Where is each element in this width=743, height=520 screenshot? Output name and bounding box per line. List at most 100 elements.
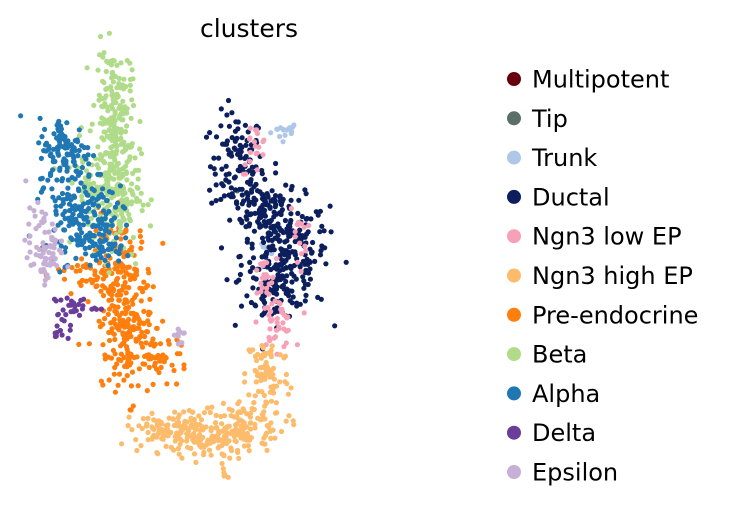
scatter-point (303, 248, 309, 254)
scatter-point (149, 410, 155, 416)
scatter-point (193, 421, 199, 427)
scatter-point (191, 439, 197, 445)
scatter-point (99, 115, 105, 121)
scatter-point (104, 133, 110, 139)
scatter-point (145, 318, 151, 324)
scatter-point (221, 141, 228, 147)
scatter-point (41, 185, 47, 191)
scatter-point (116, 75, 122, 81)
scatter-point (103, 223, 109, 229)
scatter-point (83, 168, 89, 174)
scatter-point (23, 178, 29, 184)
legend-marker (507, 150, 521, 165)
scatter-point (103, 68, 109, 75)
scatter-point (97, 52, 103, 58)
scatter-point (66, 151, 73, 157)
scatter-point (102, 316, 108, 322)
scatter-point (317, 252, 324, 258)
scatter-point (222, 425, 228, 431)
scatter-point (101, 129, 107, 135)
scatter-point (100, 200, 106, 206)
scatter-point (102, 257, 108, 263)
scatter-point (247, 125, 253, 131)
scatter-point (97, 171, 104, 177)
scatter-point (260, 345, 266, 351)
scatter-point (154, 422, 160, 428)
scatter-point (242, 379, 248, 385)
scatter-point (51, 158, 57, 164)
scatter-point (221, 473, 227, 479)
scatter-point (62, 227, 68, 233)
scatter-point (89, 121, 95, 127)
scatter-point (127, 88, 133, 94)
scatter-point (261, 211, 267, 217)
scatter-point (114, 85, 120, 91)
scatter-point (59, 316, 65, 323)
scatter-point (193, 459, 199, 465)
scatter-point (295, 210, 301, 216)
scatter-point (96, 231, 102, 237)
scatter-point (200, 452, 207, 458)
scatter-point (58, 297, 64, 303)
scatter-point (65, 335, 71, 341)
scatter-point (143, 423, 150, 429)
scatter-point (42, 282, 48, 288)
scatter-point (268, 435, 274, 441)
scatter-point (108, 175, 114, 181)
scatter-point (65, 177, 71, 183)
scatter-point (288, 211, 294, 217)
scatter-point (104, 85, 110, 92)
scatter-point (208, 425, 214, 431)
scatter-point (125, 423, 131, 429)
scatter-point (286, 244, 293, 250)
scatter-point (268, 308, 274, 315)
scatter-point (237, 216, 243, 222)
scatter-point (177, 436, 183, 442)
scatter-point (305, 281, 311, 288)
scatter-point (218, 123, 224, 129)
scatter-point (319, 223, 325, 229)
scatter-point (280, 248, 286, 254)
scatter-point (273, 400, 279, 406)
scatter-point (223, 163, 229, 169)
scatter-point (247, 149, 253, 155)
scatter-point (50, 167, 56, 173)
scatter-point (54, 144, 61, 150)
scatter-point (65, 185, 71, 191)
scatter-point (227, 455, 233, 461)
scatter-point (60, 307, 66, 313)
scatter-point (64, 295, 70, 301)
scatter-point (259, 171, 265, 177)
legend-label: Ngn3 high EP (532, 262, 693, 290)
scatter-point (264, 447, 270, 453)
scatter-point (143, 340, 149, 346)
scatter-point (301, 285, 307, 291)
scatter-point (86, 341, 92, 347)
scatter-point (292, 234, 298, 240)
scatter-point (251, 195, 257, 201)
scatter-point (32, 213, 38, 219)
scatter-point (259, 440, 266, 447)
scatter-point (53, 203, 59, 209)
scatter-point (73, 255, 79, 261)
scatter-point (120, 204, 126, 210)
scatter-point (145, 429, 151, 436)
scatter-point (310, 239, 316, 246)
scatter-point (116, 80, 122, 87)
scatter-point (279, 428, 285, 435)
scatter-point (158, 364, 164, 371)
scatter-point (87, 230, 93, 236)
scatter-point (236, 455, 242, 461)
scatter-point (109, 102, 115, 108)
scatter-point (100, 276, 106, 282)
scatter-point (208, 452, 214, 458)
scatter-point (205, 441, 211, 447)
scatter-point (129, 181, 135, 187)
scatter-point (24, 255, 30, 261)
scatter-point (85, 152, 91, 158)
scatter-point (266, 334, 272, 341)
scatter-point (75, 153, 81, 159)
scatter-point (100, 342, 106, 348)
scatter-point (226, 406, 232, 412)
scatter-point (307, 259, 313, 265)
